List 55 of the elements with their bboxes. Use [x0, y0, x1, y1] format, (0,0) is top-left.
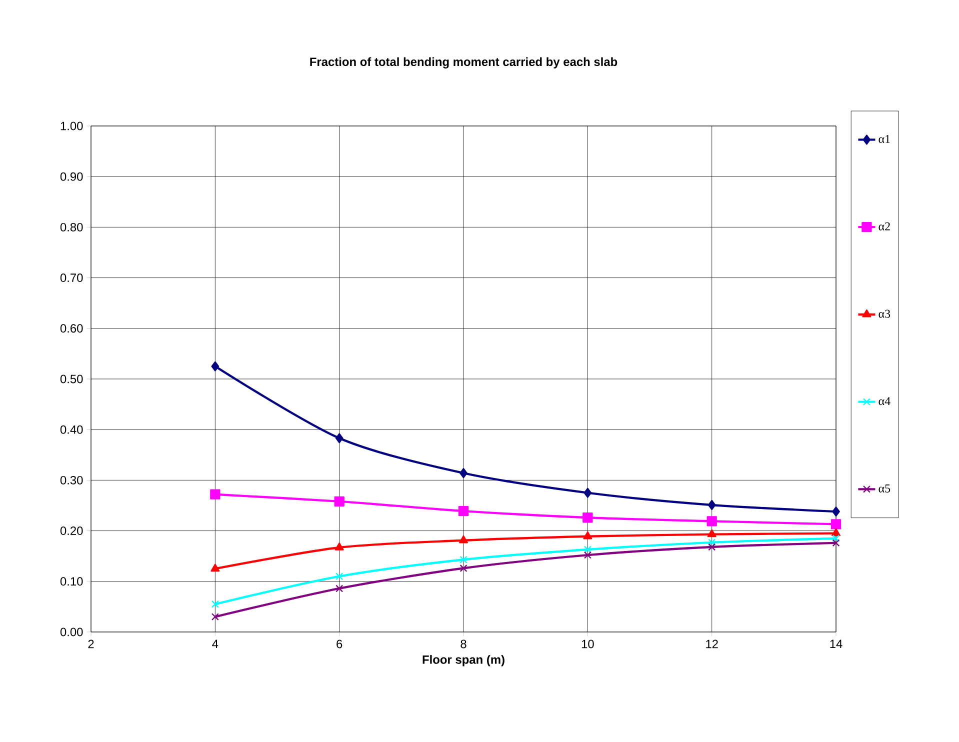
x-tick-label: 6: [336, 640, 342, 648]
point: [210, 564, 220, 572]
point: [708, 500, 716, 510]
point: [211, 600, 219, 608]
point: [460, 564, 468, 572]
point: [583, 531, 592, 540]
point: [336, 572, 344, 580]
point: [832, 506, 840, 517]
y-tick-label: 0.80: [60, 222, 83, 232]
point: [584, 551, 592, 559]
legend-label: α1: [878, 135, 890, 143]
x-tick-label: 12: [706, 640, 718, 648]
x-tick-label: 4: [212, 640, 218, 648]
y-tick-label: 0.60: [60, 324, 83, 333]
point: [582, 512, 593, 523]
point: [336, 584, 344, 592]
y-tick-label: 0.30: [60, 476, 83, 484]
y-tick-label: 0.90: [60, 172, 83, 181]
point: [706, 516, 717, 526]
point: [584, 488, 592, 498]
point: [460, 468, 468, 478]
legend-label: α5: [878, 484, 890, 492]
point: [458, 506, 469, 516]
x-tick-label: 14: [830, 640, 842, 648]
x-axis-title: Floor span (m): [422, 655, 504, 666]
point: [211, 613, 219, 621]
point: [459, 535, 468, 544]
y-tick-label: 0.10: [60, 577, 83, 586]
x-tick-label: 2: [88, 640, 94, 648]
y-tick-label: 0.40: [60, 425, 83, 434]
point: [334, 496, 344, 507]
point: [584, 546, 592, 554]
point: [460, 556, 468, 564]
point: [708, 543, 716, 551]
point: [708, 538, 716, 546]
y-tick-label: 1.00: [60, 122, 83, 130]
chart-title: Fraction of total bending moment carried by each slab: [310, 57, 618, 68]
legend-label: α2: [878, 222, 890, 230]
point: [707, 529, 716, 538]
y-tick-label: 0.50: [60, 374, 83, 384]
legend-label: α4: [878, 397, 890, 406]
legend-label: α3: [878, 310, 890, 318]
point: [832, 539, 840, 547]
x-tick-label: 10: [582, 640, 594, 648]
y-tick-label: 0.70: [60, 274, 83, 282]
y-tick-label: 0.00: [60, 628, 83, 636]
x-tick-label: 8: [460, 640, 466, 648]
point: [335, 433, 344, 444]
point: [832, 534, 840, 542]
point: [334, 542, 344, 550]
y-tick-label: 0.20: [60, 526, 83, 536]
point: [832, 528, 840, 536]
point: [210, 489, 220, 500]
point: [211, 361, 220, 372]
point: [830, 519, 842, 530]
